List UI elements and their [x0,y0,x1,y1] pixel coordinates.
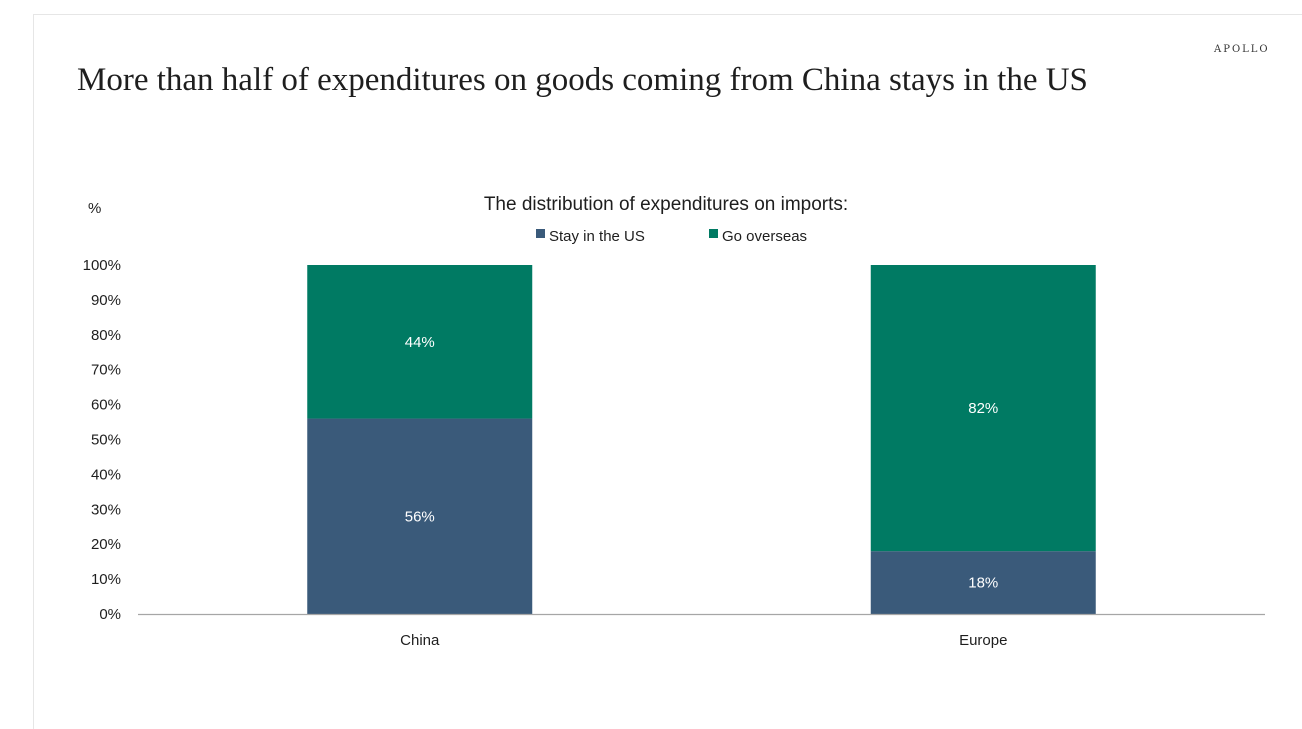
bar-segment [307,265,533,419]
y-tick-label: 60% [91,397,121,414]
chart-subtitle: The distribution of expenditures on impo… [484,194,848,215]
bars: 56% 44% 18% 82% [307,265,1096,614]
data-label: 82% [968,400,998,417]
bar-segment [307,418,533,614]
x-tick-label: China [400,632,440,649]
legend-swatch [709,229,718,238]
y-tick-label: 100% [83,257,121,274]
legend-label: Stay in the US [549,228,645,245]
legend-swatch [536,229,545,238]
legend-label: Go overseas [722,228,807,245]
y-tick-label: 40% [91,466,121,483]
data-label: 44% [405,334,435,351]
x-tick-label: Europe [959,632,1007,649]
legend: Stay in the US Go overseas [536,228,807,245]
y-tick-label: 0% [99,606,121,623]
brand-logo: APOLLO [1214,44,1270,55]
y-tick-label: 30% [91,501,121,518]
y-tick-label: 20% [91,536,121,553]
x-axis-labels: China Europe [400,632,1007,649]
y-tick-label: 90% [91,292,121,309]
bar-segment [870,551,1096,614]
y-tick-label: 80% [91,327,121,344]
y-tick-label: 10% [91,571,121,588]
y-tick-label: 50% [91,432,121,449]
bar-segment [870,265,1096,552]
data-label: 18% [968,575,998,592]
y-tick-label: 70% [91,362,121,379]
page-title: More than half of expenditures on goods … [77,62,1088,98]
y-axis-label: % [88,200,101,217]
y-axis-ticks: 0% 10% 20% 30% 40% 50% 60% 70% 80% 90% 100% [83,257,121,623]
data-label: 56% [405,508,435,525]
